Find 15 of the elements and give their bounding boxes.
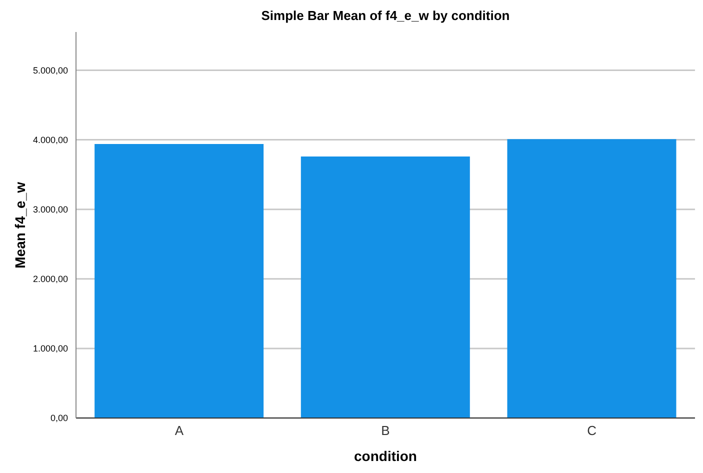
y-tick-label: 1.000,00 [32,344,68,354]
x-tick-label: A [174,423,184,438]
y-axis-title: Mean f4_e_w [12,182,28,268]
x-tick-label: C [587,423,597,438]
y-tick-label: 0,00 [50,413,68,424]
bar [300,156,470,418]
bar [507,139,676,418]
y-tick-label: 3.000,00 [32,204,68,215]
chart-title: Simple Bar Mean of f4_e_w by condition [260,8,511,23]
y-tick-label: 5.000,00 [32,65,68,76]
x-axis-title: condition [354,448,417,464]
bar [94,144,264,418]
x-tick-label: B [381,423,390,438]
y-tick-label: 4.000,00 [32,134,68,145]
y-tick-label: 2.000,00 [32,274,68,284]
